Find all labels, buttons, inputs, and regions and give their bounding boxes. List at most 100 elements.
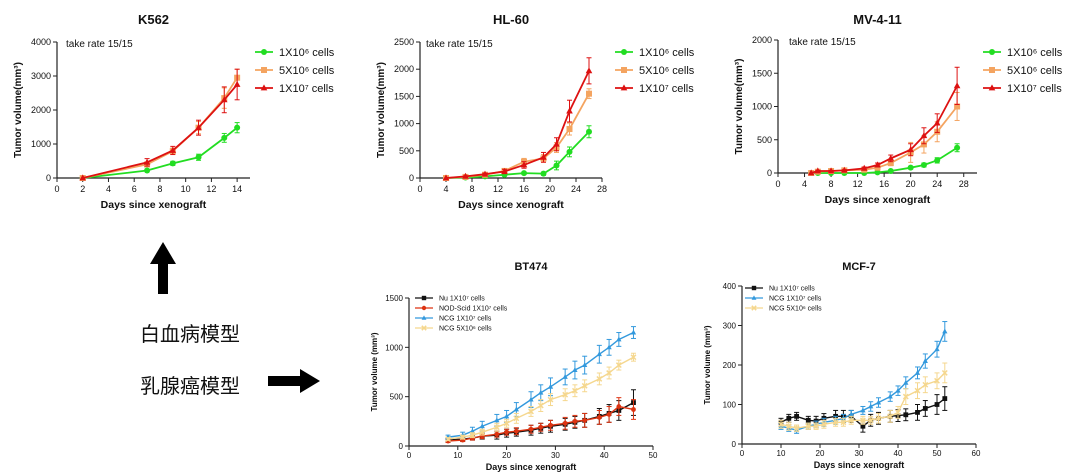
data-point: [785, 423, 792, 430]
data-point: [233, 80, 241, 87]
data-point: [562, 374, 568, 379]
data-point: [548, 422, 553, 428]
x-tick-label: 10: [181, 184, 191, 194]
x-axis-label: Days since xenograft: [458, 199, 564, 211]
data-point: [814, 167, 822, 174]
x-tick-label: 50: [649, 451, 658, 460]
series-line: [82, 77, 238, 179]
chart-k562: K562 0 1000 2000 3000 4000 0 2 4 6 8 10 12 14 Days sin…: [13, 12, 335, 211]
data-point: [942, 396, 948, 401]
y-tick-label: 0: [409, 173, 414, 183]
data-point: [875, 415, 882, 422]
data-point: [953, 82, 961, 89]
data-point: [586, 90, 592, 97]
x-tick-label: 20: [816, 449, 825, 458]
data-point: [582, 362, 588, 368]
y-tick-label: 0: [732, 440, 737, 449]
legend-marker: [989, 67, 995, 73]
y-tick-label: 2500: [394, 37, 414, 47]
data-point: [832, 419, 839, 426]
y-tick-label: 500: [390, 393, 404, 402]
data-point: [553, 140, 560, 147]
x-tick-label: 8: [469, 184, 474, 194]
data-point: [887, 154, 895, 161]
data-point: [813, 423, 820, 430]
legend-label: 1X10⁶ cells: [279, 47, 335, 59]
data-point: [907, 164, 914, 171]
data-point: [501, 167, 508, 174]
data-point: [538, 424, 544, 430]
data-point: [469, 428, 476, 434]
legend-label: 1X10⁷ cells: [639, 83, 694, 95]
x-tick-label: 10: [453, 451, 462, 460]
data-point: [582, 417, 588, 423]
series-3: [445, 352, 637, 443]
legend-label: 1X10⁶ cells: [1007, 47, 1063, 59]
legend-label: 1X10⁷ cells: [279, 83, 334, 95]
x-tick-label: 12: [853, 179, 863, 189]
data-point: [860, 407, 866, 413]
data-point: [195, 124, 202, 131]
data-point: [538, 389, 544, 395]
data-point: [445, 436, 451, 443]
data-point: [805, 423, 812, 430]
legend-marker: [421, 305, 427, 311]
data-point: [895, 387, 901, 393]
y-tick-label: 100: [723, 401, 737, 410]
x-tick-label: 50: [933, 449, 942, 458]
data-point: [562, 391, 569, 398]
x-axis-label: Days since xenograft: [101, 199, 207, 211]
up-arrow-shaft: [158, 262, 168, 294]
data-point: [907, 146, 914, 153]
chart-title: K562: [138, 12, 169, 27]
data-point: [596, 351, 602, 357]
series-line: [82, 126, 238, 179]
data-point: [494, 431, 500, 437]
series-2: [778, 362, 948, 432]
data-point: [221, 134, 228, 141]
legend-marker: [421, 315, 427, 320]
data-point: [903, 379, 909, 385]
x-tick-label: 60: [972, 449, 981, 458]
x-tick-label: 40: [894, 449, 903, 458]
chart-mcf7: MCF-7 0 100 200 300 400 0 10 20 30 40 50 60 Days sinc…: [703, 261, 981, 470]
series-2: [79, 68, 241, 181]
data-point: [528, 408, 534, 415]
data-point: [840, 419, 847, 426]
data-point: [513, 428, 519, 434]
data-point: [841, 166, 848, 173]
legend-marker: [261, 67, 267, 73]
y-tick-label: 1000: [31, 139, 51, 149]
data-point: [616, 336, 622, 342]
right-arrow-icon: [268, 369, 320, 393]
data-point: [459, 434, 466, 441]
series-1: [445, 397, 636, 444]
data-point: [914, 370, 921, 375]
data-point: [462, 172, 469, 179]
data-point: [606, 370, 613, 376]
data-point: [528, 396, 534, 402]
data-point: [941, 369, 948, 376]
data-point: [887, 393, 893, 399]
y-axis-label: Tumor volume(mm³): [376, 62, 387, 158]
legend-label: Nu 1X10⁷ cells: [769, 286, 815, 293]
x-tick-label: 0: [775, 179, 780, 189]
data-point: [494, 417, 500, 423]
data-point: [596, 414, 602, 420]
data-point: [860, 164, 868, 171]
data-point: [537, 402, 544, 409]
x-axis-label: Days since xenograft: [486, 462, 577, 472]
data-point: [606, 344, 612, 350]
x-tick-label: 20: [545, 184, 555, 194]
data-point: [144, 167, 151, 174]
breast-cancer-model-caption: 乳腺癌模型: [140, 374, 240, 398]
y-tick-label: 200: [723, 361, 737, 370]
chart-title: HL-60: [493, 12, 529, 27]
y-tick-label: 1000: [385, 343, 403, 352]
data-point: [479, 429, 486, 436]
legend-label: NCG 1X10⁷ cells: [769, 296, 822, 303]
legend-label: 5X10⁶ cells: [279, 65, 335, 77]
data-point: [540, 170, 547, 177]
data-point: [630, 329, 637, 335]
